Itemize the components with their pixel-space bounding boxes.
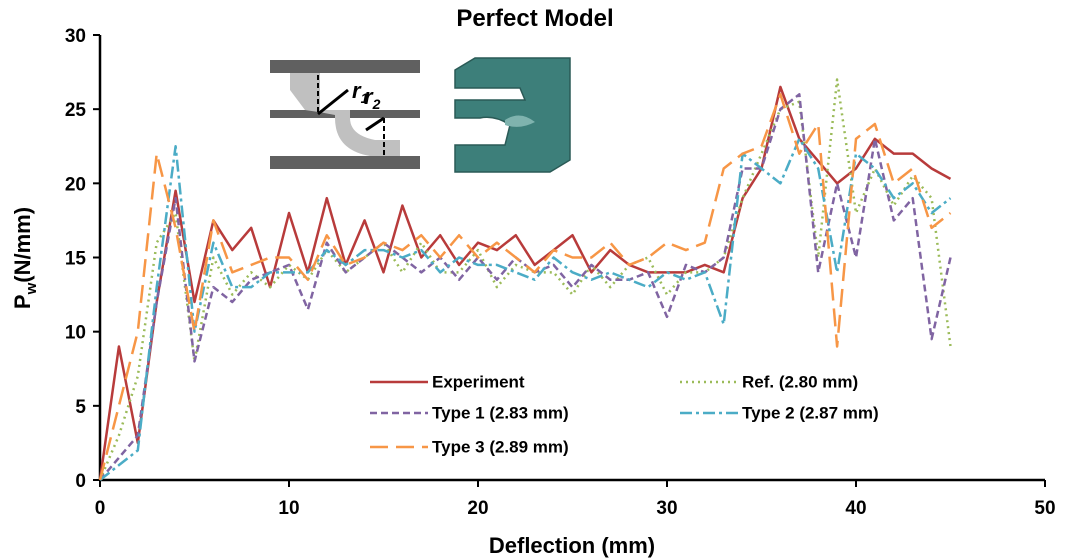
y-tick-label: 0	[75, 471, 86, 492]
y-tick-label: 20	[65, 174, 86, 195]
x-tick-label: 30	[656, 498, 677, 519]
y-tick-label: 5	[75, 397, 86, 418]
x-tick-label: 40	[845, 498, 866, 519]
inset-label: r2	[364, 84, 381, 112]
inset-3d-model	[455, 58, 570, 172]
legend-label: Experiment	[432, 372, 525, 391]
chart-title: Perfect Model	[456, 5, 613, 32]
legend-label: Ref. (2.80 mm)	[742, 372, 858, 391]
x-tick-label: 50	[1034, 498, 1055, 519]
y-axis-label: Pw(N/mm)	[10, 207, 40, 309]
y-tick-label: 10	[65, 323, 86, 344]
y-tick-label: 15	[65, 249, 87, 270]
x-tick-label: 10	[278, 498, 299, 519]
y-label-unit: (N/mm)	[10, 207, 35, 283]
legend-label: Type 2 (2.87 mm)	[742, 403, 879, 422]
chart: Perfect Model Deflection (mm) Pw(N/mm) r…	[0, 0, 1069, 558]
x-tick-label: 20	[467, 498, 488, 519]
plate	[270, 156, 420, 169]
inset-label-sub: 2	[372, 96, 381, 112]
inset-diagram: r1 r2	[270, 58, 570, 172]
y-label-sub: w	[23, 282, 40, 295]
x-axis-label: Deflection (mm)	[489, 533, 655, 558]
radius-arrow	[366, 118, 384, 130]
legend-label: Type 3 (2.89 mm)	[432, 437, 569, 456]
y-tick-label: 30	[65, 26, 86, 47]
x-tick-label: 0	[95, 498, 106, 519]
plate	[270, 60, 420, 73]
y-label-main: P	[10, 294, 35, 309]
y-tick-label: 25	[65, 100, 87, 121]
legend-label: Type 1 (2.83 mm)	[432, 403, 569, 422]
